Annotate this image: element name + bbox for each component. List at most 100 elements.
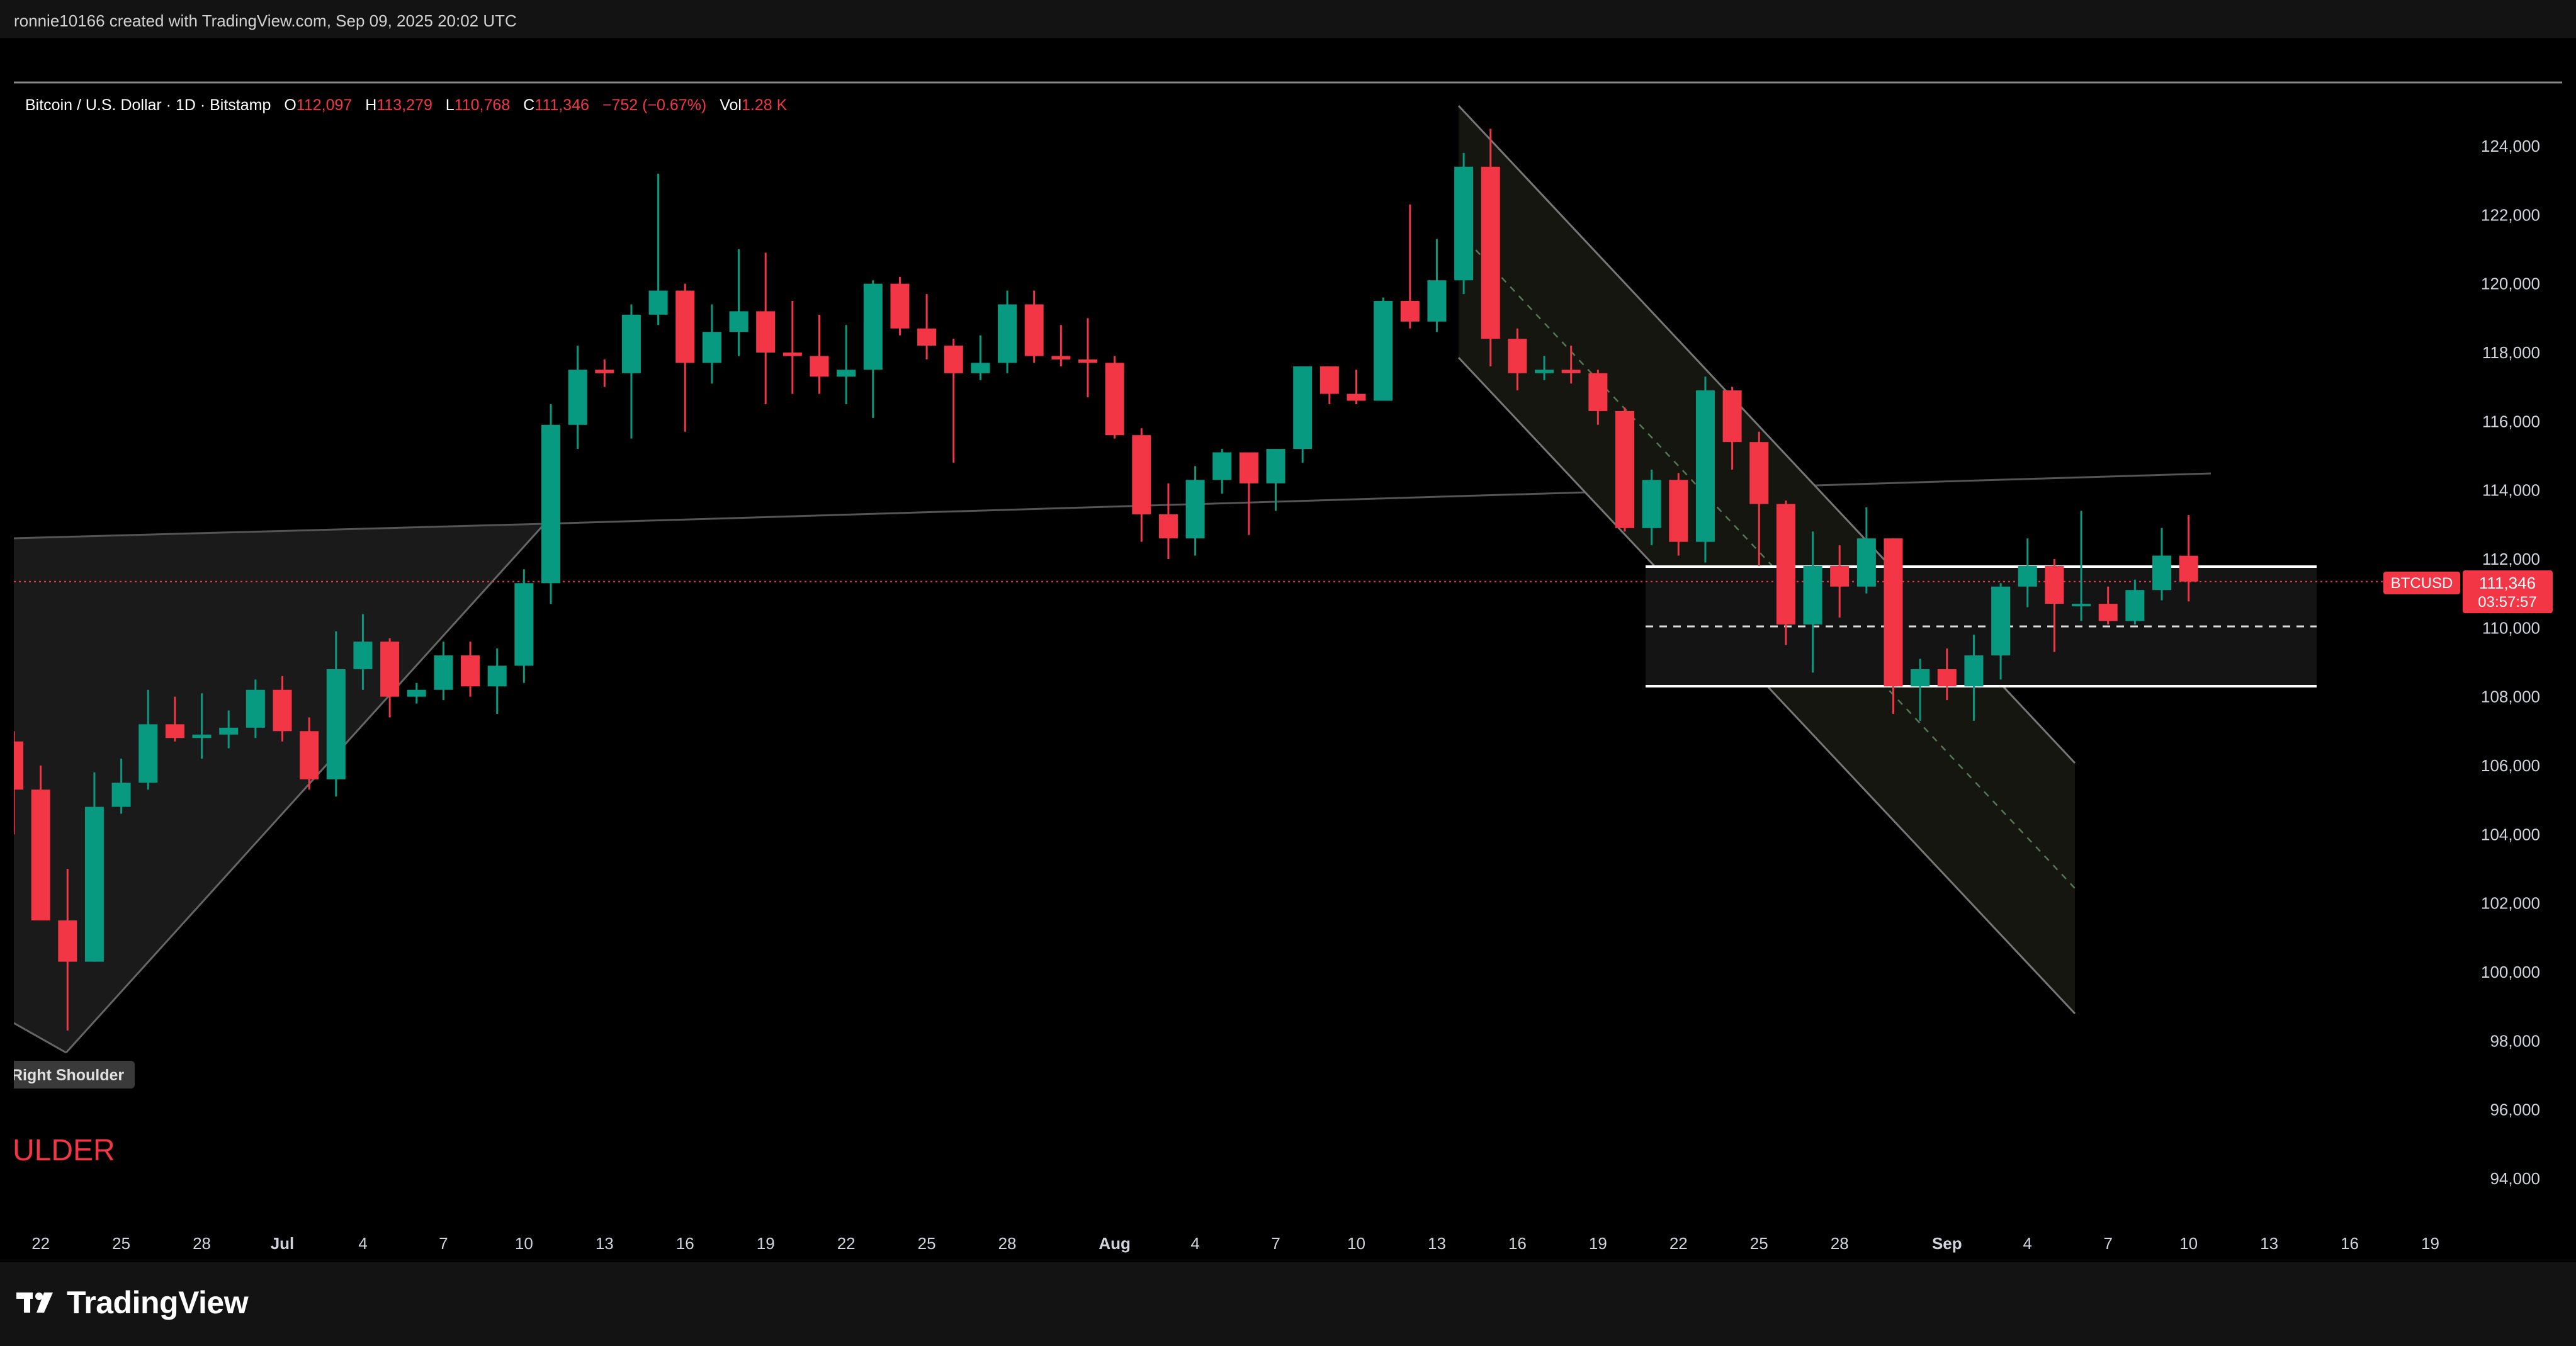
candle-up[interactable]	[998, 304, 1017, 363]
candle-up[interactable]	[621, 314, 641, 373]
countdown-text: 03:57:57	[2478, 594, 2536, 611]
time-tick-label: Aug	[1099, 1234, 1131, 1253]
candle-up[interactable]	[568, 370, 587, 425]
candle-up[interactable]	[1427, 280, 1447, 322]
candle-down[interactable]	[1776, 504, 1795, 625]
candle-up[interactable]	[434, 655, 453, 690]
candle-up[interactable]	[863, 283, 883, 370]
candle-down[interactable]	[1319, 366, 1339, 394]
price-axis[interactable]: 94,000 96,000 98,000 100,000 102,000 104,000 1…	[2481, 137, 2540, 1188]
candle-down[interactable]	[1481, 166, 1500, 339]
time-tick-label: 10	[1347, 1234, 1365, 1253]
price-tick-label: 122,000	[2481, 205, 2540, 224]
candle-down[interactable]	[1669, 480, 1688, 542]
candle-up[interactable]	[1535, 370, 1554, 373]
candle-down[interactable]	[461, 655, 480, 687]
candle-up[interactable]	[971, 363, 990, 373]
time-tick-label: 16	[676, 1234, 694, 1253]
candle-up[interactable]	[1266, 449, 1285, 484]
candle-up[interactable]	[1454, 166, 1474, 281]
candle-up[interactable]	[1212, 452, 1232, 480]
candle-up[interactable]	[1964, 655, 1984, 687]
time-tick-label: 22	[31, 1234, 50, 1253]
candle-down[interactable]	[1722, 390, 1742, 443]
candle-up[interactable]	[514, 583, 534, 666]
candle-up[interactable]	[407, 689, 426, 697]
right-shoulder-label: Right Shoulder	[5, 1061, 135, 1089]
candle-down[interactable]	[58, 920, 77, 962]
candle-down[interactable]	[595, 370, 614, 373]
candle-down[interactable]	[675, 290, 695, 363]
candle-down[interactable]	[1937, 669, 1957, 687]
time-tick-label: 13	[1428, 1234, 1446, 1253]
time-axis[interactable]: 22 25 28 Jul 4 7 10 13 16 19 22 25 28 Aug 4 7 10 13 16 19 22…	[31, 1234, 2439, 1253]
candle-down[interactable]	[273, 689, 292, 732]
candle-up[interactable]	[219, 727, 239, 735]
candle-down[interactable]	[1400, 301, 1420, 322]
price-chart[interactable]: Right Shoulder ULDER Bitcoin / U.S. Doll…	[0, 0, 2576, 1262]
candle-down[interactable]	[756, 311, 776, 353]
candle-down[interactable]	[1830, 565, 1850, 587]
candle-down[interactable]	[1508, 339, 1527, 373]
symbol-legend[interactable]: Bitcoin / U.S. Dollar · 1D · Bitstamp O1…	[25, 96, 788, 114]
candle-up[interactable]	[2018, 565, 2037, 587]
tradingview-logo[interactable]: TradingView	[15, 1284, 249, 1321]
change-value: −752 (−0.67%)	[602, 96, 706, 114]
candle-down[interactable]	[1132, 435, 1151, 514]
candle-up[interactable]	[1695, 390, 1715, 542]
close-value: 111,346	[534, 96, 589, 114]
candle-down[interactable]	[1158, 514, 1178, 539]
candle-down[interactable]	[1051, 356, 1071, 359]
candle-up[interactable]	[326, 669, 346, 779]
price-tick-label: 96,000	[2490, 1100, 2540, 1119]
candle-up[interactable]	[1856, 538, 1876, 587]
candle-down[interactable]	[810, 356, 829, 377]
candle-down[interactable]	[1615, 410, 1634, 528]
candle-up[interactable]	[702, 332, 721, 363]
candle-up[interactable]	[1642, 480, 1661, 528]
candle-down[interactable]	[2179, 555, 2198, 582]
candle-down[interactable]	[1561, 370, 1581, 373]
candle-down[interactable]	[300, 731, 319, 779]
candle-up[interactable]	[138, 724, 158, 783]
candle-up[interactable]	[1293, 366, 1313, 450]
candle-down[interactable]	[1347, 393, 1366, 401]
candle-down[interactable]	[944, 346, 963, 373]
candle-up[interactable]	[111, 783, 131, 807]
candle-down[interactable]	[2045, 565, 2064, 604]
candle-down[interactable]	[1588, 373, 1608, 411]
candle-down[interactable]	[1884, 538, 1903, 687]
candle-down[interactable]	[31, 789, 50, 920]
candle-down[interactable]	[4, 741, 23, 790]
candle-up[interactable]	[1991, 586, 2011, 656]
candle-down[interactable]	[380, 642, 400, 697]
candle-down[interactable]	[890, 283, 910, 329]
candle-up[interactable]	[2125, 590, 2145, 621]
candle-up[interactable]	[1185, 480, 1205, 539]
candle-up[interactable]	[2072, 604, 2091, 607]
candle-up[interactable]	[837, 370, 856, 377]
candle-down[interactable]	[165, 724, 184, 738]
candle-down[interactable]	[782, 353, 802, 356]
candle-down[interactable]	[1024, 304, 1044, 356]
candle-down[interactable]	[1749, 442, 1769, 504]
candle-down[interactable]	[1078, 359, 1097, 363]
candle-up[interactable]	[246, 689, 265, 728]
candle-up[interactable]	[353, 642, 373, 669]
time-tick-label: 4	[1190, 1234, 1199, 1253]
candle-up[interactable]	[729, 311, 749, 332]
candle-up[interactable]	[1803, 565, 1822, 625]
candle-up[interactable]	[648, 290, 668, 315]
candle-up[interactable]	[192, 734, 212, 738]
candle-up[interactable]	[1374, 301, 1393, 401]
candle-down[interactable]	[2098, 604, 2118, 621]
candle-up[interactable]	[541, 424, 560, 584]
candle-down[interactable]	[1105, 363, 1124, 436]
candle-down[interactable]	[917, 328, 937, 346]
candle-up[interactable]	[487, 665, 507, 687]
candle-up[interactable]	[84, 806, 104, 962]
candle-down[interactable]	[1239, 452, 1258, 484]
candle-up[interactable]	[2152, 555, 2171, 591]
low-label: L	[446, 96, 455, 114]
candle-up[interactable]	[1911, 669, 1930, 687]
